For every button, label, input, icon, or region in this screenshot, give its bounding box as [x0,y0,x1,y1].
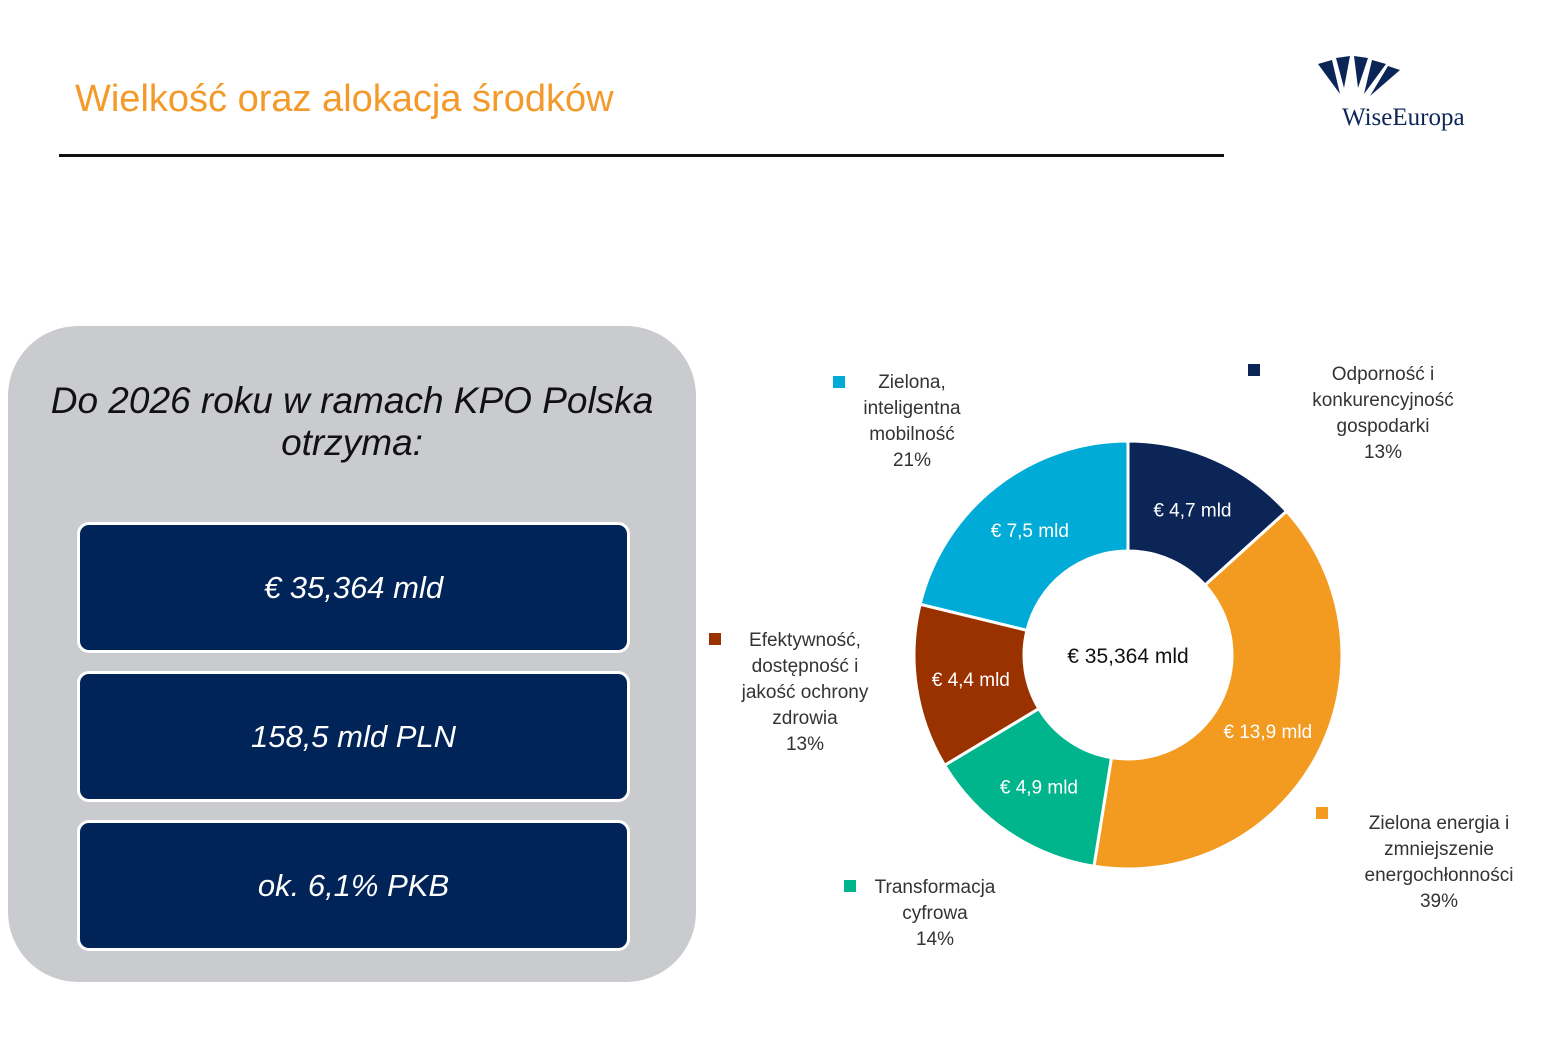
logo-text: WiseEuropa [1342,104,1465,131]
donut-slice-1 [1092,509,1344,871]
slice-value-label-0: € 4,7 mld [1153,501,1231,522]
legend-swatch-resilience [1248,364,1260,376]
legend-label-health: Efektywność, dostępność i jakość ochrony… [741,630,869,755]
legend-swatch-green-energy [1316,807,1328,819]
donut-center-label: € 35,364 mld [1067,645,1188,668]
legend-label-resilience: Odporność i konkurencyjność gospodarki 1… [1312,364,1454,463]
wiseeuropa-logo-icon [1318,56,1400,96]
donut-slice-2 [942,706,1114,868]
stat-box-pln: 158,5 mld PLN [77,671,630,802]
legend-swatch-health [709,633,721,645]
page-title: Wielkość oraz alokacja środków [75,78,614,120]
title-divider [59,154,1224,157]
stat-box-eur: € 35,364 mld [77,522,630,653]
summary-heading-line1: Do 2026 roku w ramach KPO Polska [50,380,654,421]
slice-value-label-2: € 4,9 mld [1000,778,1078,799]
legend-swatch-mobility [833,376,845,388]
legend-label-mobility: Zielona, inteligentna mobilność 21% [863,372,961,471]
stat-box-gdp: ok. 6,1% PKB [77,820,630,951]
legend-label-green-energy: Zielona energia i zmniejszenie energochł… [1364,813,1514,912]
legend-label-digital: Transformacja cyfrowa 14% [874,877,996,950]
summary-heading: Do 2026 roku w ramach KPO Polska otrzyma… [8,380,696,464]
slice-value-label-1: € 13,9 mld [1223,722,1312,743]
donut-slice-4 [918,439,1130,633]
slice-value-label-4: € 7,5 mld [991,521,1069,542]
legend-swatch-digital [844,880,856,892]
slice-value-label-3: € 4,4 mld [932,670,1010,691]
summary-heading-line2: otrzyma: [281,422,423,463]
